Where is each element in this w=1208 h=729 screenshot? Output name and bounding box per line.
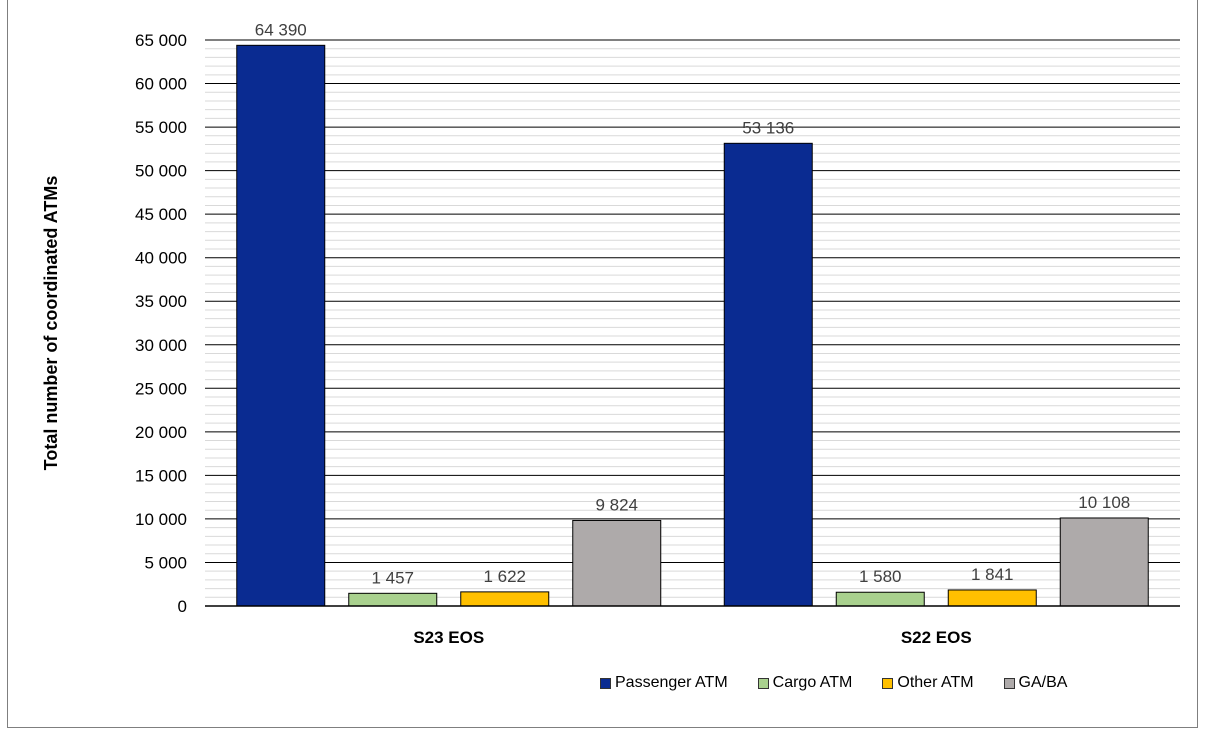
data-label: 1 457 (371, 568, 414, 587)
bar-ga-ba-s22-eos (1059, 517, 1149, 607)
bars (236, 44, 1149, 607)
y-tick-label: 45 000 (135, 205, 187, 224)
data-label: 53 136 (742, 118, 794, 137)
legend-item: Other ATM (882, 674, 974, 692)
data-labels: 64 390 1 457 1 622 9 824 53 136 1 580 1 841 10 … (255, 20, 1131, 587)
data-label: 9 824 (595, 495, 638, 514)
y-axis-title: Total number of coordinated ATMs (41, 176, 61, 471)
legend-swatch (757, 677, 769, 689)
legend-item: Passenger ATM (600, 674, 728, 692)
legend-label: Cargo ATM (772, 674, 853, 691)
legend-label: GA/BA (1018, 674, 1068, 691)
y-tick-label: 60 000 (135, 75, 187, 94)
y-tick-label: 10 000 (135, 510, 187, 529)
legend: Passenger ATM Cargo ATM Other ATM GA/BA (600, 674, 1067, 692)
y-axis-ticks: 0 5 000 10 000 15 000 20 000 25 000 30 000 35 0… (135, 31, 187, 616)
y-tick-label: 25 000 (135, 379, 187, 398)
chart-frame (7, 0, 1198, 728)
category-labels: S23 EOS S22 EOS (413, 628, 971, 647)
y-tick-label: 50 000 (135, 162, 187, 181)
bar-ga-ba-s23-eos (572, 519, 662, 607)
y-tick-label: 0 (178, 597, 187, 616)
legend-label: Passenger ATM (615, 674, 728, 691)
y-tick-label: 55 000 (135, 118, 187, 137)
bar-passenger-atm-s23-eos (236, 44, 326, 607)
category-label: S23 EOS (413, 628, 484, 647)
data-label: 1 622 (483, 567, 526, 586)
bar-other-atm-s22-eos (947, 589, 1037, 607)
data-label: 10 108 (1078, 493, 1130, 512)
legend-swatch (1003, 677, 1015, 689)
legend-swatch (600, 677, 611, 689)
category-label: S22 EOS (901, 628, 972, 647)
legend-label: Other ATM (897, 674, 974, 691)
y-tick-label: 15 000 (135, 466, 187, 485)
bar-cargo-atm-s23-eos (348, 592, 438, 607)
legend-swatch (882, 677, 894, 689)
data-label: 1 841 (971, 565, 1014, 584)
y-tick-label: 35 000 (135, 292, 187, 311)
bar-passenger-atm-s22-eos (723, 142, 813, 607)
y-tick-label: 65 000 (135, 31, 187, 50)
legend-item: Cargo ATM (757, 674, 853, 692)
y-tick-label: 20 000 (135, 423, 187, 442)
legend-item: GA/BA (1003, 674, 1068, 692)
bar-cargo-atm-s22-eos (835, 591, 925, 607)
data-label: 1 580 (859, 567, 902, 586)
data-label: 64 390 (255, 20, 307, 39)
gridlines (205, 39, 1180, 607)
y-tick-label: 30 000 (135, 336, 187, 355)
y-tick-label: 5 000 (144, 553, 187, 572)
bar-other-atm-s23-eos (460, 591, 550, 607)
y-tick-label: 40 000 (135, 249, 187, 268)
